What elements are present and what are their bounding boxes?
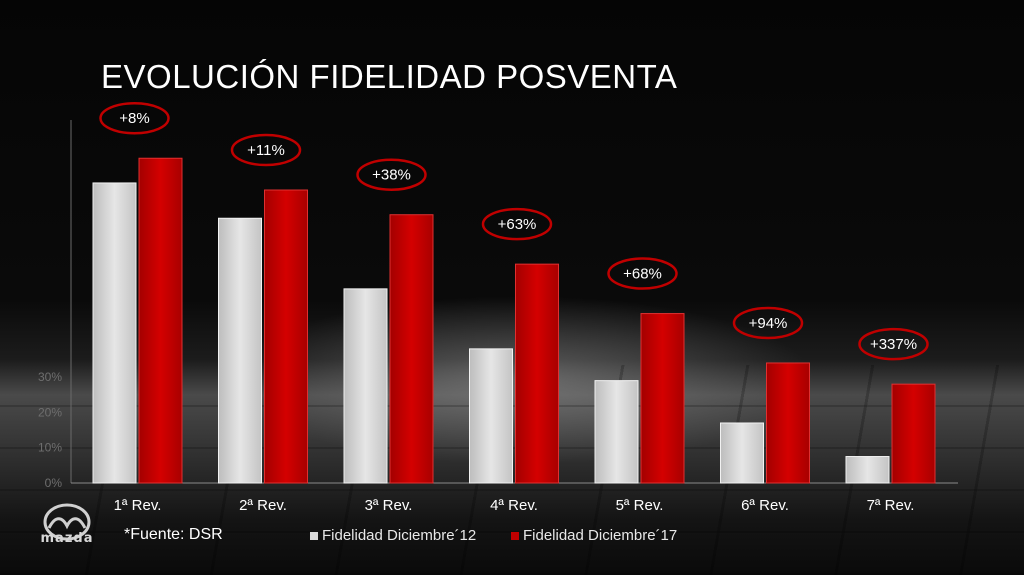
bar-dic12: [92, 182, 137, 484]
bar-dic12: [469, 348, 513, 484]
y-tick-label: 20%: [38, 405, 62, 419]
growth-ellipse: [858, 327, 929, 361]
slide-title: EVOLUCIÓN FIDELIDAD POSVENTA: [101, 58, 678, 95]
growth-ellipse: [607, 257, 678, 290]
y-tick-label: 0%: [45, 476, 63, 490]
bar-dic17: [766, 362, 810, 484]
growth-label: +63%: [498, 216, 537, 233]
x-tick-label: 7ª Rev.: [867, 497, 915, 514]
bar-dic12: [845, 456, 890, 484]
x-tick-label: 4ª Rev.: [490, 497, 538, 514]
growth-label: +68%: [623, 266, 662, 283]
y-tick-label: 30%: [38, 370, 62, 384]
bar-dic12: [720, 422, 764, 484]
growth-ellipse: [356, 158, 427, 191]
x-tick-label: 6ª Rev.: [741, 497, 789, 514]
bar-dic17: [891, 383, 936, 484]
bar-dic12: [594, 380, 639, 484]
legend-swatch-gray: [310, 532, 318, 541]
growth-label: +8%: [119, 110, 149, 127]
growth-label: +11%: [247, 142, 285, 159]
legend-swatch-red: [511, 532, 519, 541]
growth-label: +337%: [870, 336, 917, 353]
bar-dic17: [389, 214, 434, 484]
bar-dic17: [515, 263, 559, 484]
bar-dic17: [138, 157, 183, 484]
x-tick-label: 3ª Rev.: [365, 497, 413, 514]
bar-dic17: [264, 189, 308, 484]
legend-item-dic12: Fidelidad Diciembre´12: [310, 527, 476, 544]
growth-ellipse: [99, 101, 170, 135]
legend-label-dic12: Fidelidad Diciembre´12: [322, 527, 477, 544]
mazda-logo-icon: [43, 503, 91, 541]
y-tick-label: 10%: [38, 441, 62, 455]
legend-label-dic17: Fidelidad Diciembre´17: [523, 527, 678, 544]
bar-dic12: [218, 217, 262, 484]
growth-label: +94%: [749, 315, 788, 332]
source-note: *Fuente: DSR: [124, 526, 223, 543]
growth-ellipse: [230, 133, 302, 167]
bar-dic12: [343, 288, 388, 484]
growth-ellipse: [732, 306, 804, 340]
logo-wordmark: mazda: [40, 531, 94, 546]
x-tick-label: 2ª Rev.: [239, 497, 287, 514]
x-tick-label: 1ª Rev.: [114, 497, 162, 514]
growth-ellipse: [481, 207, 553, 241]
legend-item-dic17: Fidelidad Diciembre´17: [511, 527, 677, 544]
x-tick-label: 5ª Rev.: [616, 497, 664, 514]
growth-label: +38%: [372, 167, 411, 184]
bar-dic17: [640, 313, 685, 484]
